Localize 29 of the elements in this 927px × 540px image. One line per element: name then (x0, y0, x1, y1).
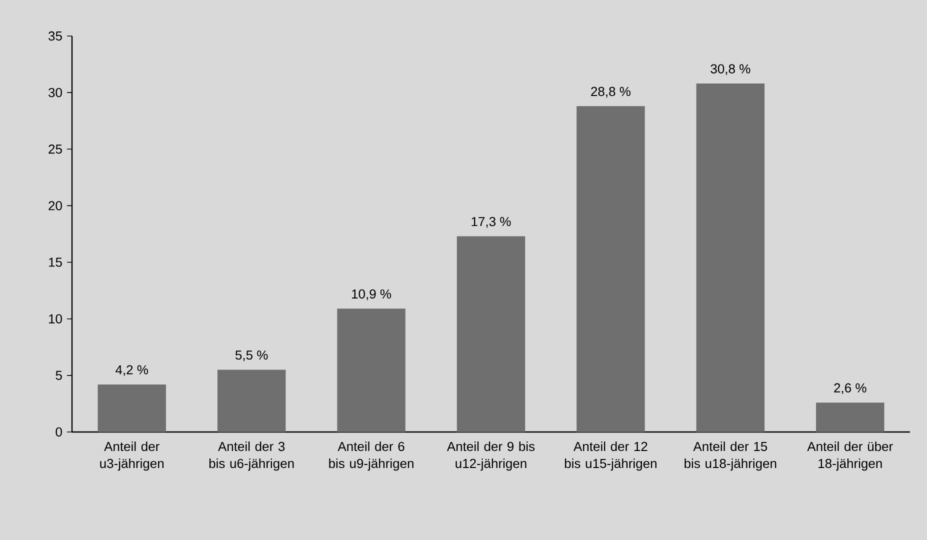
data-label: 30,8 % (710, 64, 750, 75)
data-label: 28,8 % (591, 86, 630, 98)
y-tick-label: 15 (49, 258, 62, 267)
x-tick-label: Anteil der u3-jährigen (100, 442, 164, 471)
bar (98, 384, 166, 432)
bar (217, 370, 286, 432)
x-tick-label: Anteil der 3 bis u6-jährigen (209, 442, 294, 471)
data-label: 2,6 % (834, 383, 866, 394)
bar (456, 236, 526, 432)
y-tick-label: 25 (48, 144, 62, 154)
y-tick-label: 5 (56, 370, 62, 380)
y-tick-label: 0 (56, 427, 62, 437)
x-tick-label: Anteil der über 18-jährigen (807, 442, 893, 471)
bar (816, 402, 884, 432)
bar (576, 106, 645, 432)
x-tick-label: Anteil der 9 bis u12-jährigen (446, 442, 535, 471)
data-label: 10,9 % (352, 289, 392, 300)
x-tick-label: Anteil der 6 bis u9-jährigen (329, 442, 414, 471)
bar (337, 308, 406, 432)
bar (696, 84, 765, 432)
y-tick-label: 35 (48, 31, 62, 41)
y-tick-label: 20 (48, 201, 62, 210)
data-label: 5,5 % (235, 350, 268, 362)
x-tick-label: Anteil der 15 bis u18-jährigen (684, 442, 776, 471)
y-tick-label: 10 (49, 314, 62, 324)
y-tick-label: 30 (48, 88, 62, 98)
x-tick-label: Anteil der 12 bis u15-jährigen (564, 442, 656, 471)
data-label: 4,2 % (116, 365, 148, 376)
data-label: 17,3 % (472, 216, 511, 228)
